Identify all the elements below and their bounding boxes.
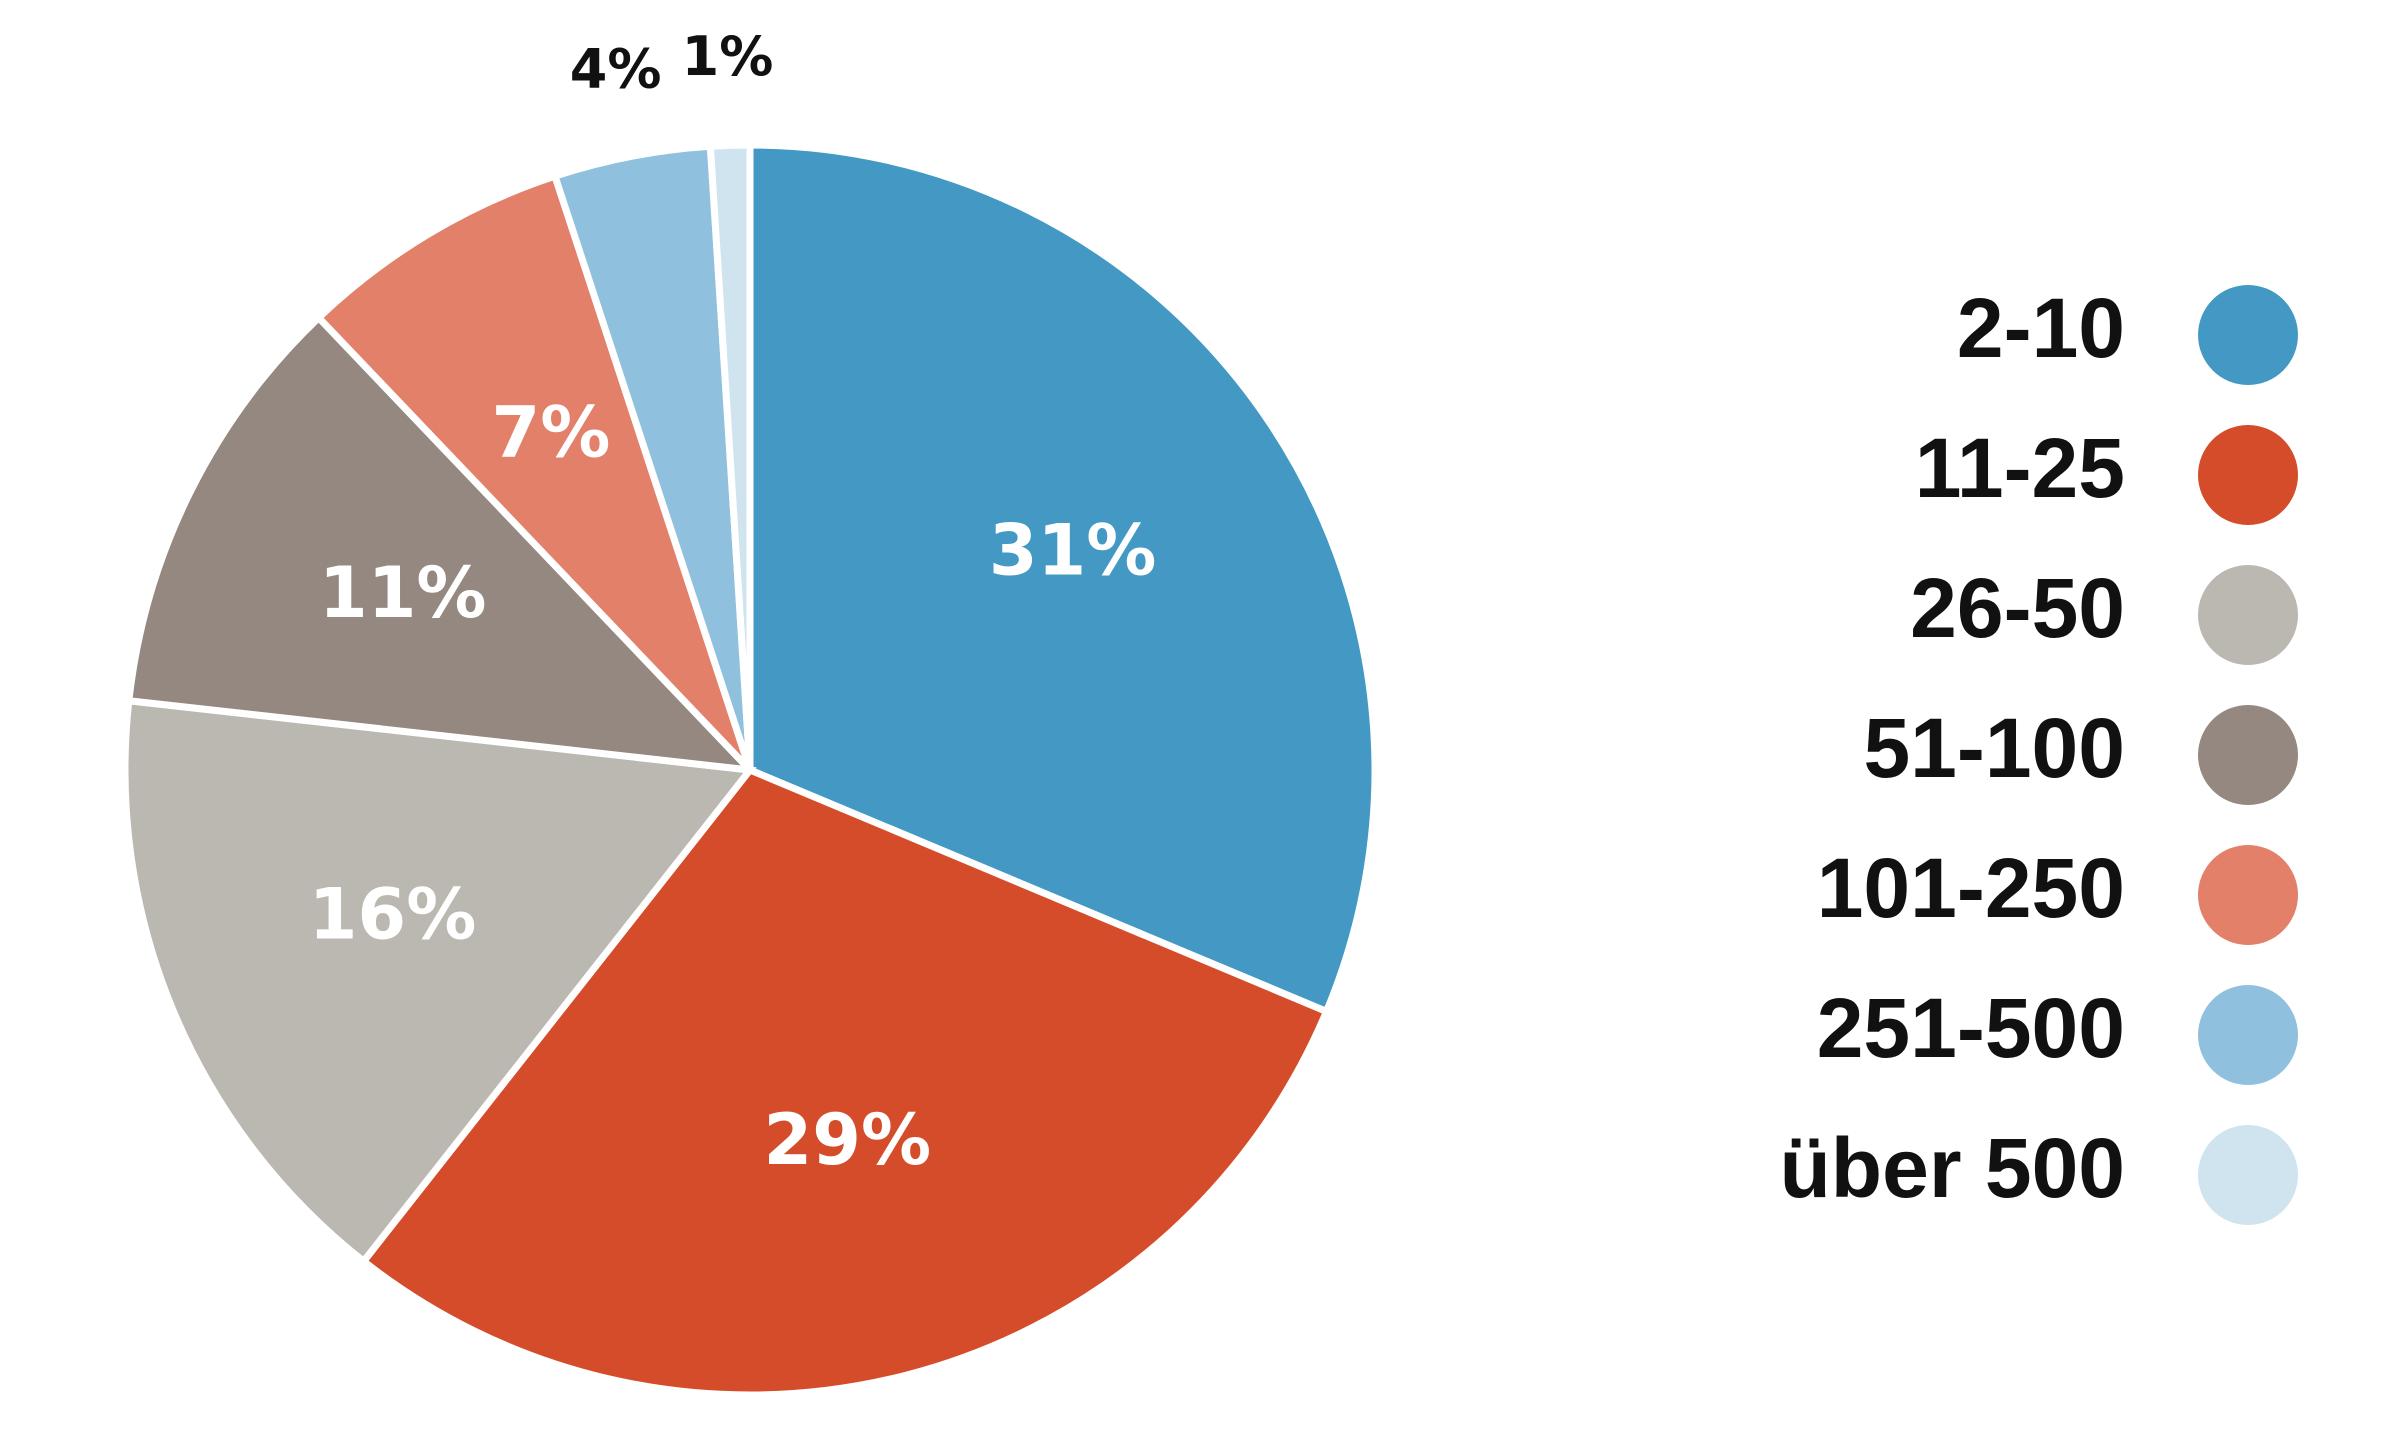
pie-value-labels: 31% 29% 16% 11%7% 4% 1% [309, 25, 1157, 1181]
legend-label-11-25: 11-25 [1915, 421, 2125, 515]
slice-value-label-11-25: 29% [764, 1099, 932, 1181]
pie-slice-ueber-500 [706, 141, 754, 771]
slice-value-label-51-100: 11% [319, 552, 487, 634]
pie-slice-51-100 [124, 312, 760, 775]
legend-item-ueber-500: über 500 [1779, 1121, 2298, 1225]
legend-swatch-101-250 [2198, 845, 2298, 945]
legend-label-101-250: 101-250 [1817, 841, 2125, 935]
legend-swatch-ueber-500 [2198, 1125, 2298, 1225]
legend-swatch-2-10 [2198, 285, 2298, 385]
legend-label-251-500: 251-500 [1817, 981, 2125, 1075]
legend-item-251-500: 251-500 [1817, 981, 2298, 1085]
slice-value-label-251-500: 4% [570, 37, 662, 100]
legend-swatch-11-25 [2198, 425, 2298, 525]
pie-slice-26-50 [121, 696, 757, 1267]
legend-swatch-26-50 [2198, 565, 2298, 665]
legend: 2-10 11-25 26-50 51-100 101-250 251-500 über 5… [1779, 281, 2298, 1225]
legend-item-11-25: 11-25 [1915, 421, 2298, 525]
slice-value-label-101-250: 7% [492, 392, 611, 474]
pie-slice-101-250 [313, 171, 754, 773]
pie-slice-2-10 [746, 141, 1379, 1017]
slice-value-label-2-10: 31% [989, 509, 1157, 591]
legend-item-101-250: 101-250 [1817, 841, 2298, 945]
legend-item-26-50: 26-50 [1910, 561, 2298, 665]
slice-value-label-26-50: 16% [309, 874, 477, 956]
legend-label-51-100: 51-100 [1863, 701, 2125, 795]
legend-label-2-10: 2-10 [1957, 281, 2125, 375]
pie-slices [121, 141, 1379, 1399]
slice-value-label-ueber-500: 1% [682, 25, 774, 88]
legend-item-51-100: 51-100 [1863, 701, 2298, 805]
legend-label-26-50: 26-50 [1910, 561, 2125, 655]
legend-label-ueber-500: über 500 [1779, 1121, 2125, 1215]
legend-swatch-51-100 [2198, 705, 2298, 805]
legend-swatch-251-500 [2198, 985, 2298, 1085]
legend-item-2-10: 2-10 [1957, 281, 2298, 385]
pie-slice-11-25 [358, 765, 1332, 1399]
